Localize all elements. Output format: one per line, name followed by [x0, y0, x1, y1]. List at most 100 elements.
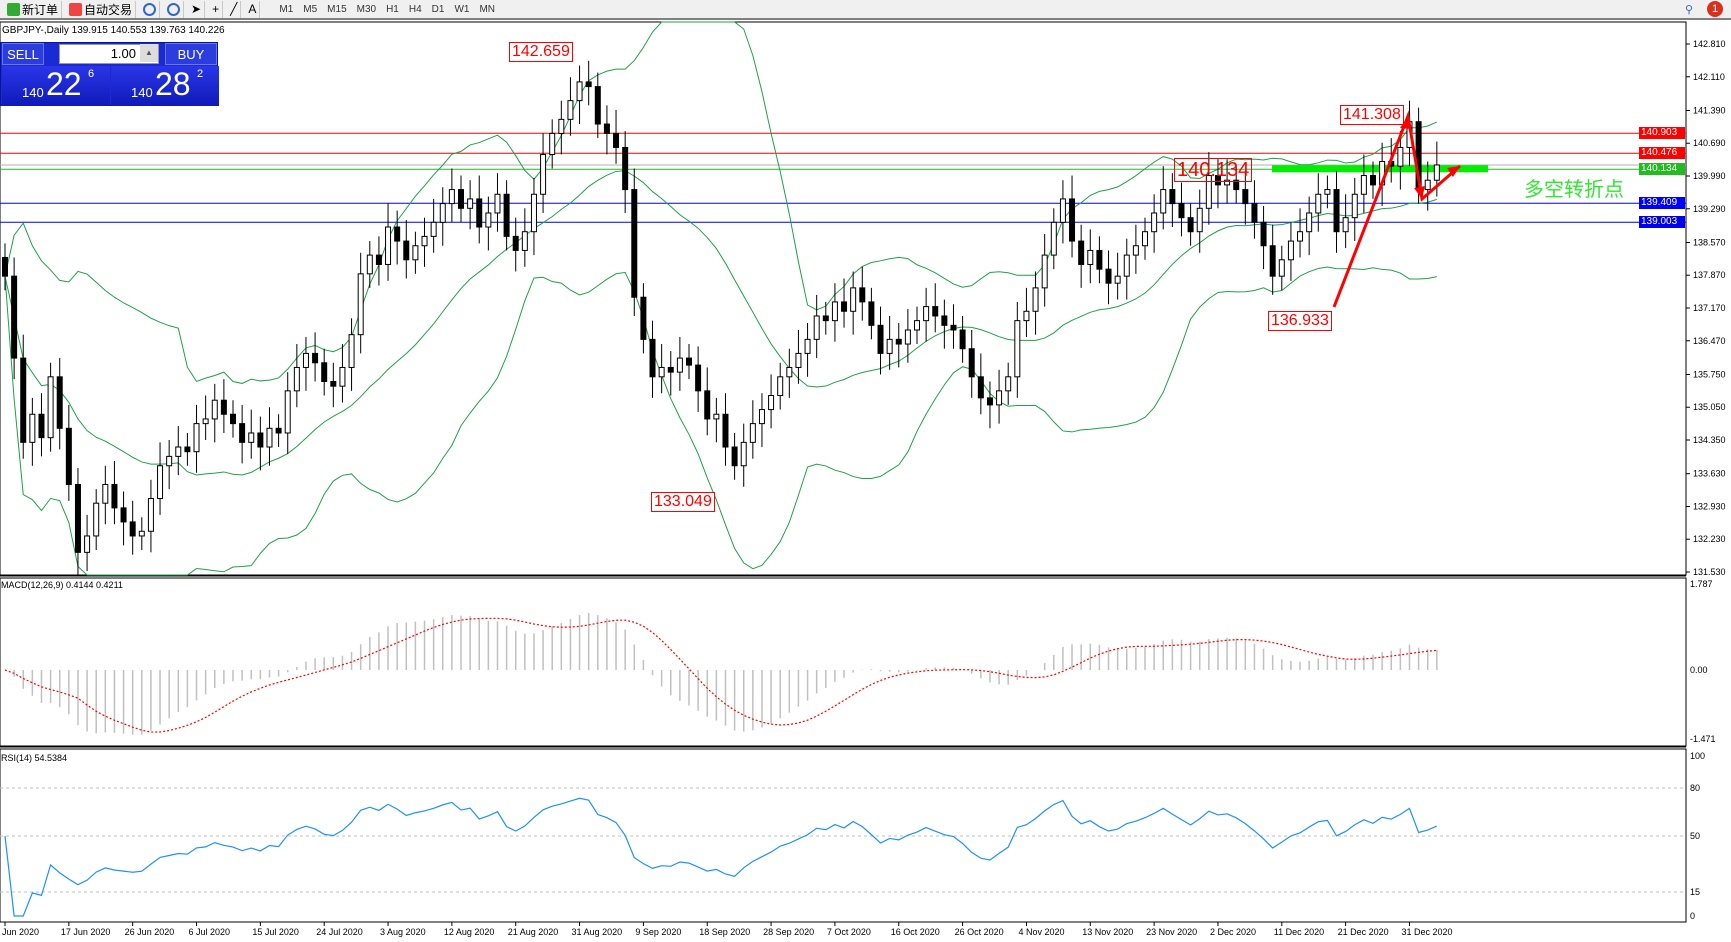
candle-bear [330, 380, 337, 387]
date-label: Jun 2020 [2, 927, 39, 937]
timeframe-w1[interactable]: W1 [454, 3, 470, 15]
new-order-button[interactable]: 新订单 [4, 0, 63, 18]
candle-bull [166, 455, 173, 467]
zoom-out-button[interactable] [164, 0, 185, 18]
candle-bull [1050, 221, 1057, 256]
candle-bear [1242, 189, 1249, 205]
crosshair-button[interactable]: + [209, 0, 224, 18]
candle-bull [1342, 217, 1349, 233]
lot-size-input[interactable]: 1.00 [59, 44, 159, 64]
candle-bear [959, 329, 966, 350]
candle-bear [822, 315, 829, 322]
candle-bull [540, 153, 547, 195]
line-tool-button[interactable]: ╱ [227, 0, 242, 18]
macd-tick-label: -1.471 [1690, 734, 1716, 744]
date-label: 15 Jul 2020 [252, 927, 299, 937]
rsi-line [4, 797, 1438, 917]
timeframe-m30[interactable]: M30 [356, 3, 377, 15]
date-label: 26 Oct 2020 [955, 927, 1004, 937]
timeframe-bar: M1 M5 M15 M30 H1 H4 D1 W1 MN [274, 4, 500, 15]
timeframe-mn[interactable]: MN [479, 3, 496, 15]
candle-bear [585, 81, 592, 88]
candle-bull [886, 338, 893, 354]
candle-bull [211, 399, 218, 420]
rsi-tick-label: 50 [1690, 831, 1700, 841]
candle-bear [859, 287, 866, 303]
candle-bear [649, 338, 656, 378]
candle-bull [1196, 207, 1203, 233]
macd-label: MACD(12,26,9) 0.4144 0.4211 [1, 580, 123, 590]
candle-bull [549, 132, 556, 155]
candle-bear [239, 423, 246, 443]
candle-bull [658, 366, 665, 378]
candle-bear [1096, 249, 1103, 270]
candle-bear [2, 256, 8, 277]
timeframe-m5[interactable]: M5 [303, 3, 318, 15]
candle-bull [813, 315, 820, 340]
price-tick-label: 132.230 [1693, 534, 1726, 544]
price-tick-label: 142.110 [1693, 72, 1725, 82]
macd-tick-label: 1.787 [1690, 579, 1713, 589]
timeframe-h1[interactable]: H1 [386, 3, 399, 15]
search-icon[interactable]: ⚲ [1684, 3, 1693, 16]
candle-bear [1214, 175, 1221, 186]
candle-bear [1169, 189, 1176, 205]
timeframe-h4[interactable]: H4 [408, 3, 422, 15]
candle-bear [512, 235, 519, 251]
price-tick-label: 132.930 [1693, 501, 1726, 511]
text-tool-button[interactable]: A [245, 0, 261, 18]
timeframe-m1[interactable]: M1 [279, 3, 294, 15]
arrow-head-icon [1400, 116, 1411, 129]
candle-bear [312, 352, 319, 364]
notifications-badge[interactable]: 1 [1707, 1, 1723, 17]
buy-price-tile[interactable]: 140 28 2 [111, 66, 219, 106]
price-tick-label: 139.990 [1693, 171, 1726, 181]
candle-bear [184, 446, 191, 453]
price-level-label: 139.409 [1639, 197, 1685, 210]
candle-bull [713, 413, 720, 420]
candle-bull [439, 203, 446, 223]
candle-bull [1351, 193, 1358, 219]
date-label: 4 Nov 2020 [1018, 927, 1064, 937]
candle-bear [686, 357, 692, 366]
candle-bull [850, 287, 857, 312]
candle-bear [731, 446, 738, 467]
lot-increase-button[interactable]: ▲ [140, 44, 158, 62]
date-label: 28 Sep 2020 [763, 927, 814, 937]
rsi-pane [0, 748, 1687, 923]
candle-bull [558, 118, 565, 134]
price-tick-label: 138.570 [1693, 237, 1726, 247]
timeframe-m15[interactable]: M15 [327, 3, 347, 15]
price-tick-label: 137.870 [1693, 270, 1726, 280]
candle-bear [968, 348, 975, 378]
candle-bear [375, 254, 382, 265]
candle-bear [1233, 179, 1240, 191]
toolbar: 新订单 自动交易 ➤ + ╱ A M1 M5 M15 M30 H1 H4 D1 W1 MN ⚲ 1 [0, 0, 1731, 20]
candle-bear [1187, 217, 1194, 233]
candle-bull [1132, 245, 1139, 256]
zoom-in-button[interactable] [140, 0, 161, 18]
candle-bear [603, 123, 610, 134]
candle-bull [366, 254, 373, 275]
trendline-icon: ╱ [230, 2, 238, 16]
candle-bear [977, 376, 984, 399]
candle-bull [831, 301, 838, 322]
candle-bull [93, 502, 100, 537]
buy-button[interactable]: BUY [165, 43, 217, 65]
candle-bull [1087, 249, 1094, 265]
candle-bull [795, 352, 802, 368]
candle-bull [485, 212, 492, 228]
price-tick-label: 133.630 [1693, 469, 1726, 479]
price-level-label: 140.134 [1639, 163, 1685, 176]
candle-bull [293, 366, 300, 392]
cursor-button[interactable]: ➤ [188, 0, 206, 18]
auto-trading-button[interactable]: 自动交易 [66, 0, 137, 18]
timeframe-d1[interactable]: D1 [431, 3, 445, 15]
candle-bear [74, 483, 81, 553]
candle-bear [1178, 203, 1185, 219]
sell-price-tile[interactable]: 140 22 6 [2, 66, 110, 106]
sell-button[interactable]: SELL [2, 43, 44, 65]
rsi-tick-label: 100 [1690, 751, 1705, 761]
cursor-icon: ➤ [191, 2, 202, 16]
